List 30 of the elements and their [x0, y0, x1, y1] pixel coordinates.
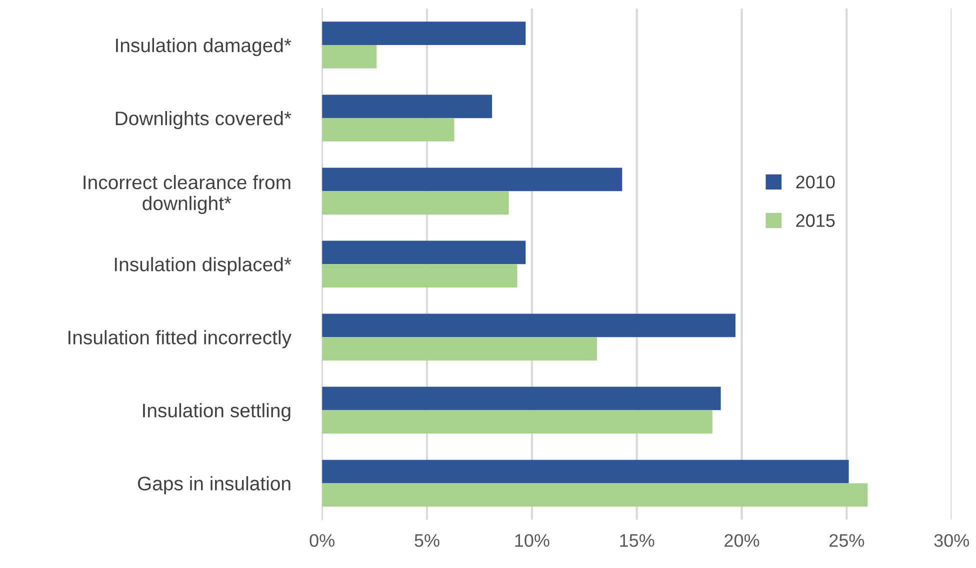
bar: [322, 240, 526, 264]
x-tick-label: 5%: [414, 534, 440, 547]
bar: [322, 264, 518, 288]
y-tick-label: Insulation damaged*: [116, 38, 292, 56]
x-tick-label: 25%: [830, 534, 864, 547]
bar: [322, 94, 492, 118]
y-tick-label: Downlights covered*: [116, 111, 292, 130]
bar: [322, 22, 526, 46]
x-tick-label: 0%: [310, 534, 334, 547]
bar: [322, 191, 509, 214]
x-tick-label: 10%: [515, 534, 550, 547]
legend-label: 2015: [796, 214, 835, 227]
x-tick-label: 20%: [724, 534, 760, 547]
bar: [322, 386, 721, 410]
x-tick-label: 15%: [620, 534, 654, 547]
y-tick-label: Insulation displaced*: [114, 257, 292, 276]
bar: [322, 314, 736, 338]
bar: [322, 337, 597, 361]
y-tick-label: Insulation settling: [143, 403, 290, 422]
bar: [322, 483, 868, 507]
bar: [322, 410, 712, 434]
y-tick-label: Insulation fitted incorrectly: [68, 330, 292, 348]
y-tick-label: Incorrect clearance from downlight*: [84, 174, 290, 214]
y-tick-label: Gaps in insulation: [138, 476, 290, 494]
bar: [322, 460, 849, 484]
bar: [322, 118, 454, 142]
bar: [322, 168, 622, 192]
x-tick-label: 30%: [934, 534, 970, 547]
legend-label: 2010: [796, 176, 835, 188]
bar: [322, 45, 377, 68]
